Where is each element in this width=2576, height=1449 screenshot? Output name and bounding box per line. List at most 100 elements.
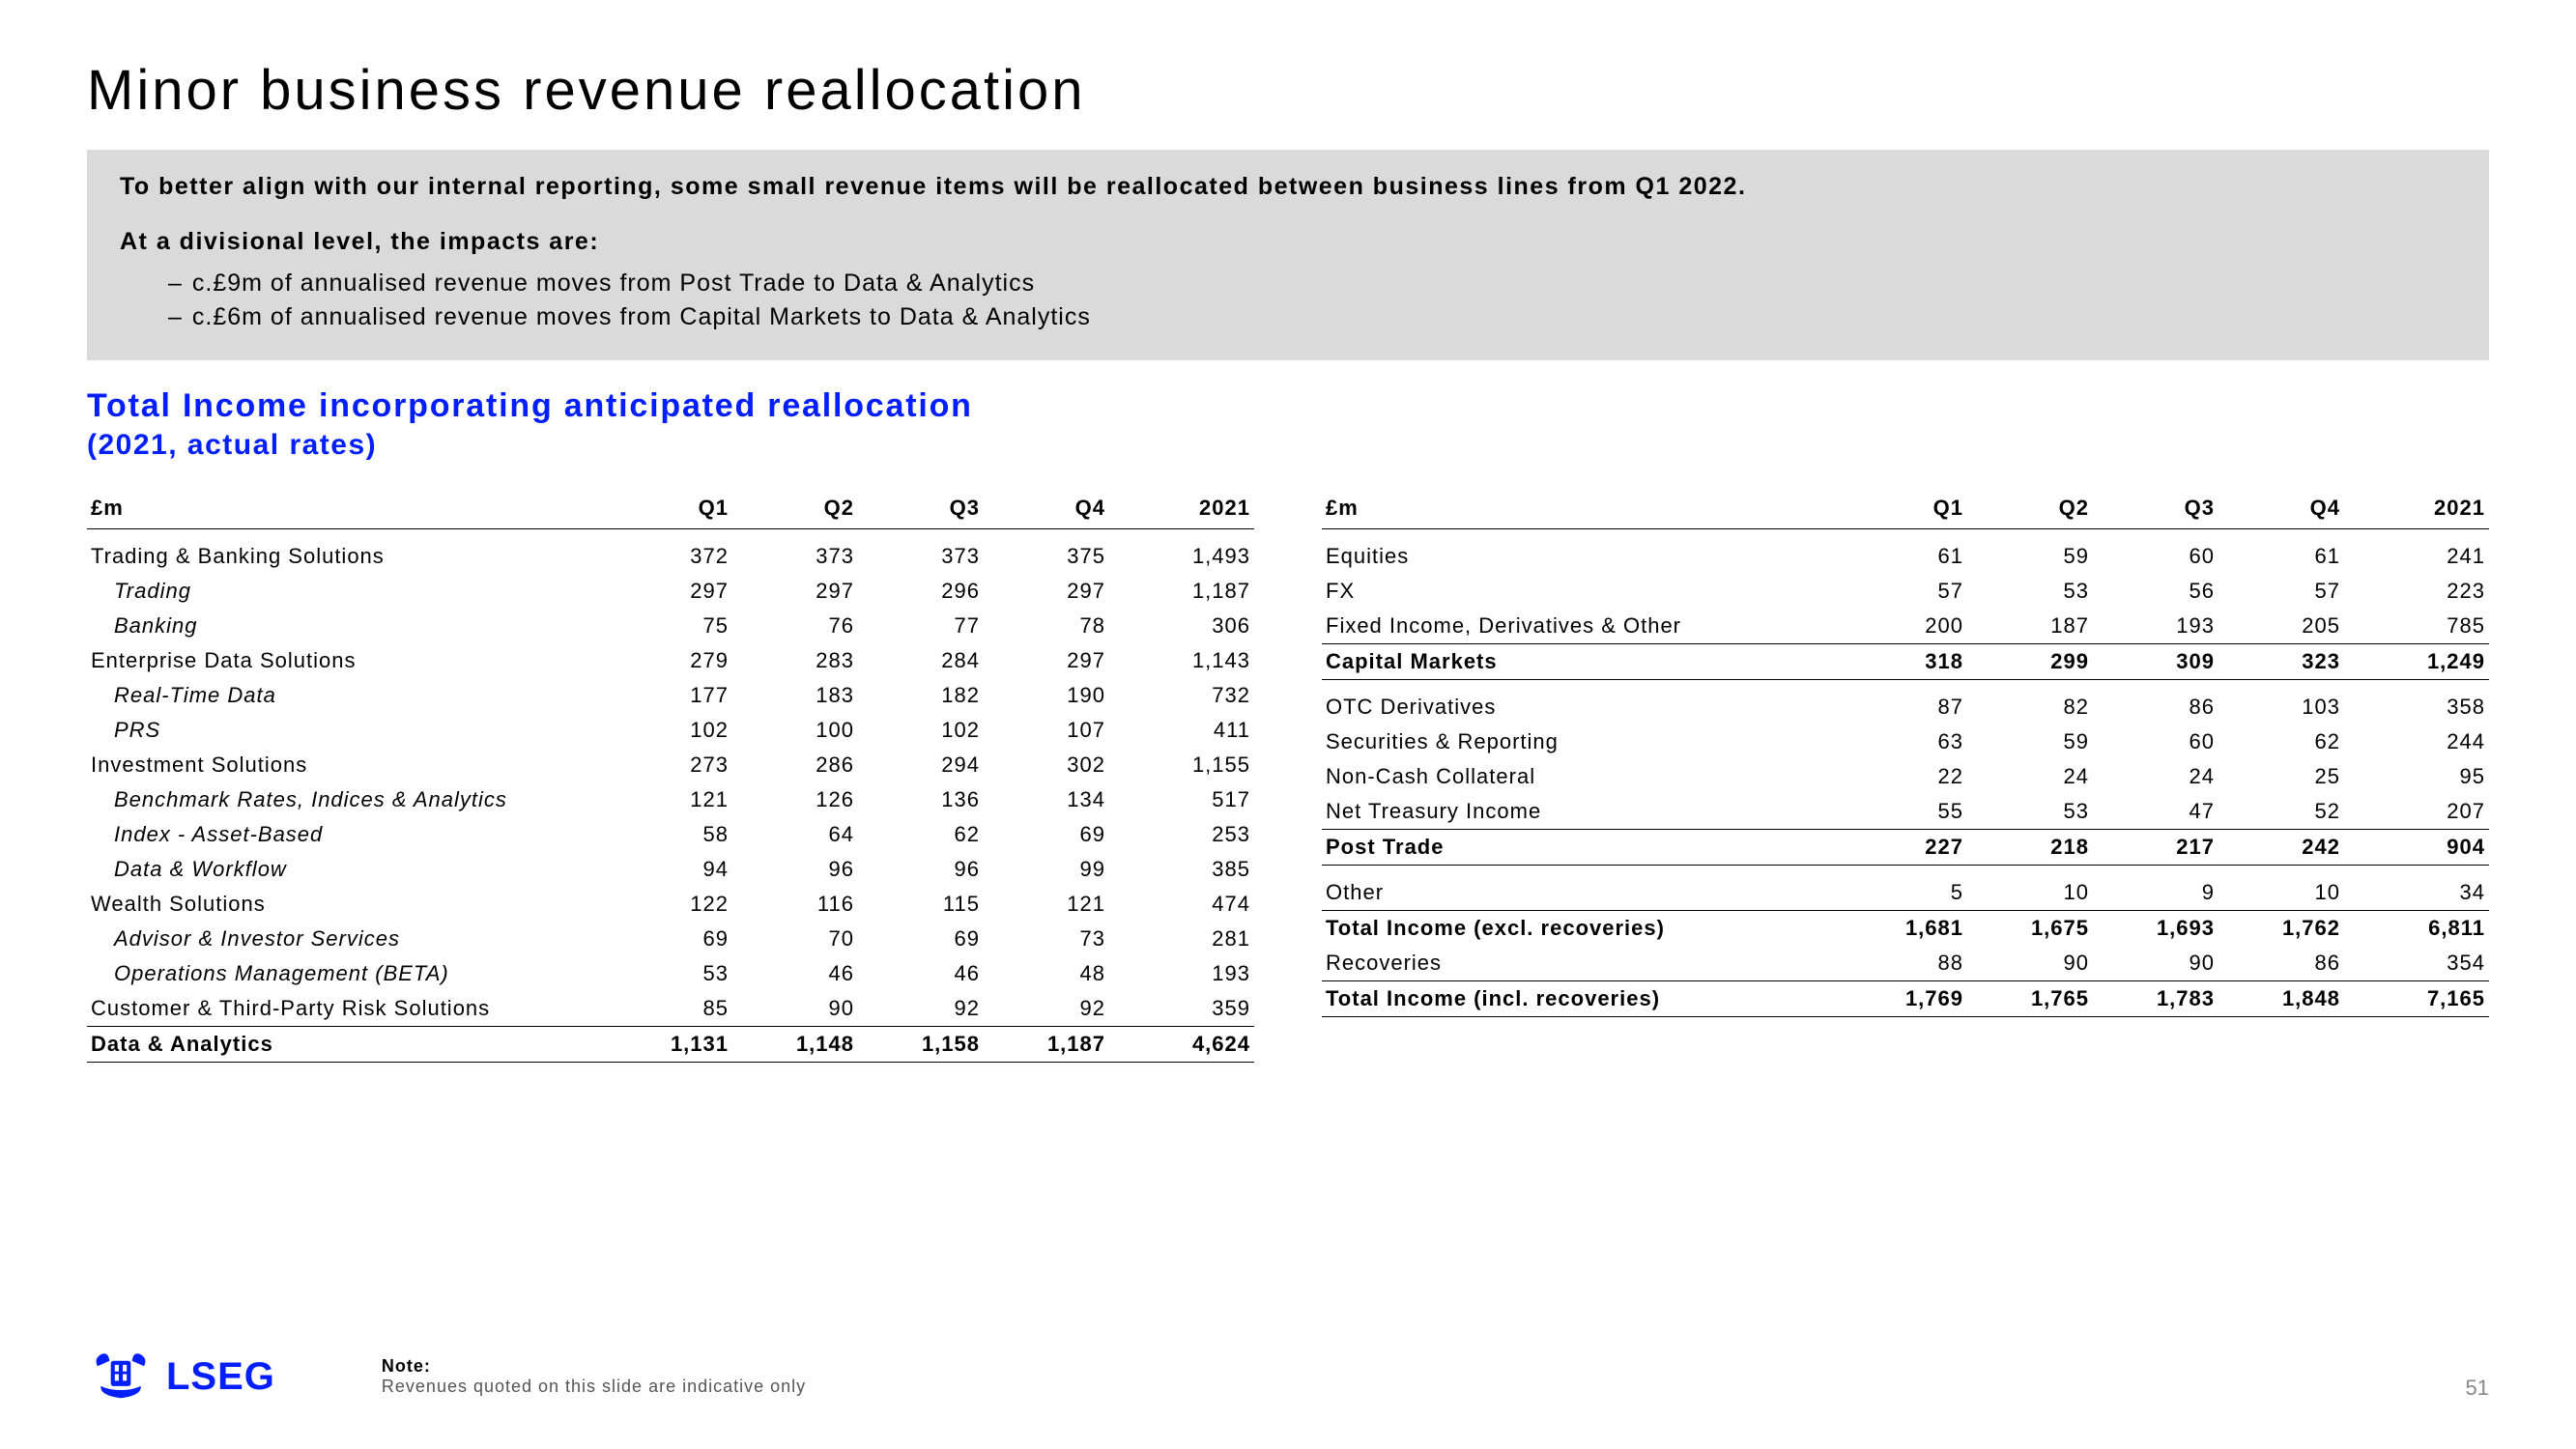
cell: 517 [1109,782,1254,817]
row-label: Net Treasury Income [1322,794,1842,830]
cell: 69 [984,817,1109,852]
row-label: Index - Asset-Based [87,817,607,852]
cell: 1,769 [1842,981,1967,1017]
cell: 1,493 [1109,539,1254,574]
cell: 385 [1109,852,1254,887]
cell: 4,624 [1109,1027,1254,1063]
row-label: Trading & Banking Solutions [87,539,607,574]
cell: 57 [1842,574,1967,609]
col-header: 2021 [1109,491,1254,529]
footer: LSEG Note: Revenues quoted on this slide… [87,1348,2489,1406]
cell: 78 [984,609,1109,643]
cell: 99 [984,852,1109,887]
cell: 283 [732,643,858,678]
cell: 53 [1967,794,2093,830]
cell: 59 [1967,539,2093,574]
cell: 116 [732,887,858,922]
crest-icon [87,1348,155,1406]
row-label: Other [1322,875,1842,911]
cell: 48 [984,956,1109,991]
left-table: £mQ1Q2Q3Q42021Trading & Banking Solution… [87,491,1254,1063]
cell: 10 [1967,875,2093,911]
cell: 107 [984,713,1109,748]
cell: 474 [1109,887,1254,922]
cell: 375 [984,539,1109,574]
cell: 309 [2093,644,2218,680]
col-header-currency: £m [1322,491,1842,529]
row-label: Real-Time Data [87,678,607,713]
cell: 24 [1967,759,2093,794]
cell: 273 [607,748,732,782]
section-title: Total Income incorporating anticipated r… [87,387,2489,425]
cell: 46 [732,956,858,991]
cell: 302 [984,748,1109,782]
footnote: Note: Revenues quoted on this slide are … [382,1356,806,1397]
cell: 183 [732,678,858,713]
cell: 297 [732,574,858,609]
col-header: Q3 [2093,491,2218,529]
cell: 177 [607,678,732,713]
row-label: Banking [87,609,607,643]
cell: 359 [1109,991,1254,1027]
cell: 286 [732,748,858,782]
cell: 24 [2093,759,2218,794]
cell: 57 [2218,574,2344,609]
row-label: Recoveries [1322,946,1842,981]
cell: 1,158 [858,1027,984,1063]
col-header-currency: £m [87,491,607,529]
cell: 94 [607,852,732,887]
cell: 193 [1109,956,1254,991]
cell: 69 [858,922,984,956]
cell: 61 [1842,539,1967,574]
cell: 100 [732,713,858,748]
cell: 58 [607,817,732,852]
cell: 96 [858,852,984,887]
cell: 134 [984,782,1109,817]
cell: 87 [1842,690,1967,724]
cell: 34 [2344,875,2489,911]
note-body: Revenues quoted on this slide are indica… [382,1377,806,1396]
col-header: Q3 [858,491,984,529]
cell: 904 [2344,830,2489,866]
cell: 102 [607,713,732,748]
cell: 207 [2344,794,2489,830]
col-header: Q2 [1967,491,2093,529]
cell: 281 [1109,922,1254,956]
cell: 182 [858,678,984,713]
tables-container: £mQ1Q2Q3Q42021Trading & Banking Solution… [87,491,2489,1063]
cell: 354 [2344,946,2489,981]
col-header: Q4 [984,491,1109,529]
col-header: Q1 [607,491,732,529]
row-label: Fixed Income, Derivatives & Other [1322,609,1842,644]
cell: 92 [858,991,984,1027]
page-title: Minor business revenue reallocation [87,58,2489,123]
cell: 88 [1842,946,1967,981]
col-header: Q1 [1842,491,1967,529]
cell: 46 [858,956,984,991]
row-label: Capital Markets [1322,644,1842,680]
slide: Minor business revenue reallocation To b… [0,0,2576,1449]
impact-text-1: c.£6m of annualised revenue moves from C… [192,303,1091,330]
row-label: Data & Workflow [87,852,607,887]
row-label: Data & Analytics [87,1027,607,1063]
row-label: Total Income (excl. recoveries) [1322,911,1842,947]
cell: 52 [2218,794,2344,830]
cell: 1,131 [607,1027,732,1063]
cell: 77 [858,609,984,643]
cell: 64 [732,817,858,852]
row-label: PRS [87,713,607,748]
row-label: Post Trade [1322,830,1842,866]
row-label: Non-Cash Collateral [1322,759,1842,794]
cell: 1,155 [1109,748,1254,782]
cell: 296 [858,574,984,609]
row-label: Enterprise Data Solutions [87,643,607,678]
right-table: £mQ1Q2Q3Q42021Equities61596061241FX57535… [1322,491,2489,1017]
cell: 5 [1842,875,1967,911]
cell: 22 [1842,759,1967,794]
cell: 126 [732,782,858,817]
cell: 53 [1967,574,2093,609]
row-label: Operations Management (BETA) [87,956,607,991]
col-header: Q4 [2218,491,2344,529]
cell: 121 [607,782,732,817]
section-subtitle: (2021, actual rates) [87,429,2489,462]
